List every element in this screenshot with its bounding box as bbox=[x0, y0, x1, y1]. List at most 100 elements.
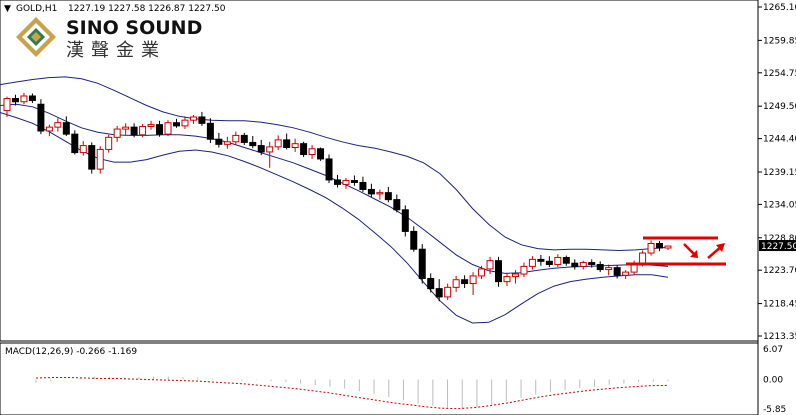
candle-body bbox=[588, 262, 596, 265]
candle bbox=[410, 226, 418, 252]
price-tick-label: 1218.45 bbox=[763, 300, 796, 310]
candle bbox=[435, 279, 443, 302]
candle bbox=[189, 115, 197, 124]
candle-body bbox=[308, 148, 316, 155]
candle bbox=[283, 133, 291, 150]
candle bbox=[478, 265, 486, 280]
candle bbox=[54, 118, 62, 132]
candle-body bbox=[367, 188, 375, 195]
candle bbox=[300, 141, 308, 158]
candle bbox=[367, 183, 375, 198]
candle bbox=[274, 135, 282, 151]
price-tick-label: 1244.40 bbox=[763, 135, 796, 145]
candle bbox=[495, 256, 503, 287]
candle bbox=[613, 265, 621, 279]
candle bbox=[393, 194, 401, 213]
candle-body bbox=[96, 148, 104, 170]
candle bbox=[554, 254, 562, 268]
candle bbox=[156, 120, 164, 137]
ohlc-readout: 1227.19 1227.58 1226.87 1227.50 bbox=[68, 4, 226, 14]
candle-body bbox=[376, 192, 384, 195]
price-tick-label: 1249.50 bbox=[763, 102, 796, 112]
candle-body bbox=[554, 256, 562, 265]
candle bbox=[130, 123, 138, 138]
candle bbox=[520, 262, 528, 278]
up-arrowhead-icon bbox=[716, 243, 725, 252]
candle bbox=[62, 116, 70, 137]
price-tick-label: 1223.70 bbox=[763, 266, 796, 276]
candle-body bbox=[656, 242, 664, 249]
candle-body bbox=[495, 260, 503, 283]
candle-body bbox=[249, 141, 257, 147]
candle bbox=[325, 154, 333, 184]
candle-body bbox=[334, 179, 341, 185]
symbol-label: GOLD,H1 bbox=[16, 4, 57, 14]
candle-body bbox=[545, 260, 553, 265]
candle bbox=[3, 96, 11, 117]
candle-body bbox=[418, 248, 426, 279]
candle bbox=[444, 283, 452, 301]
candle-body bbox=[105, 136, 113, 150]
down-arrowhead-icon bbox=[690, 250, 698, 258]
candle-body bbox=[562, 256, 570, 264]
candle-body bbox=[520, 265, 528, 275]
price-axis: 1265.10 1259.85 1254.75 1249.50 1244.40 1239.… bbox=[758, 3, 796, 342]
candle bbox=[486, 256, 494, 275]
candle-body bbox=[130, 126, 138, 136]
candle-body bbox=[613, 267, 621, 276]
macd-tick-label: 6.07 bbox=[763, 345, 783, 355]
macd-tick-label: -5.85 bbox=[763, 405, 786, 415]
bollinger-upper-line bbox=[0, 76, 669, 252]
candle bbox=[215, 132, 223, 148]
candle bbox=[249, 136, 257, 149]
candle bbox=[147, 120, 155, 130]
candle-body bbox=[274, 139, 282, 148]
candle bbox=[28, 93, 36, 103]
candle-body bbox=[605, 267, 613, 271]
candle-body bbox=[622, 271, 630, 276]
candle bbox=[596, 261, 604, 273]
candle bbox=[317, 147, 325, 161]
candle-body bbox=[639, 252, 647, 265]
candle bbox=[113, 125, 121, 142]
candle bbox=[545, 256, 553, 268]
candle-body bbox=[164, 122, 172, 135]
macd-signal-line bbox=[35, 377, 669, 410]
candle-body bbox=[596, 263, 604, 271]
candle bbox=[266, 141, 274, 168]
candle-body bbox=[291, 143, 299, 149]
price-pane-frame bbox=[0, 0, 759, 342]
price-tick-label: 1213.35 bbox=[763, 332, 796, 342]
candle-body bbox=[647, 242, 655, 254]
symbol-menu-icon[interactable]: ▼ bbox=[4, 4, 11, 14]
candle bbox=[622, 270, 630, 280]
macd-label: MACD(12,26,9) -0.266 -1.169 bbox=[5, 347, 137, 357]
candle bbox=[37, 99, 45, 135]
candle bbox=[350, 175, 358, 186]
price-tick-label: 1259.85 bbox=[763, 36, 796, 46]
candle bbox=[96, 146, 104, 174]
bollinger-middle-line bbox=[0, 103, 669, 274]
candle-body bbox=[579, 262, 587, 267]
candle bbox=[571, 259, 579, 270]
candle-body bbox=[181, 119, 189, 127]
candle bbox=[418, 244, 426, 284]
candle bbox=[647, 240, 655, 256]
candle-body bbox=[503, 276, 511, 283]
candle-body bbox=[198, 116, 206, 124]
candle-body bbox=[71, 133, 79, 154]
candle-body bbox=[206, 122, 214, 140]
candlestick-series bbox=[3, 92, 672, 302]
candle-body bbox=[189, 116, 197, 121]
candle-body bbox=[37, 103, 45, 132]
candle-body bbox=[511, 273, 519, 278]
candle bbox=[45, 124, 53, 137]
candle-body bbox=[28, 95, 36, 101]
candle-body bbox=[257, 145, 265, 153]
candle-body bbox=[452, 279, 460, 288]
candle bbox=[308, 144, 316, 159]
candle-body bbox=[664, 245, 672, 249]
candle-body bbox=[88, 145, 96, 170]
candle-body bbox=[79, 145, 87, 154]
candle-body bbox=[393, 199, 401, 211]
